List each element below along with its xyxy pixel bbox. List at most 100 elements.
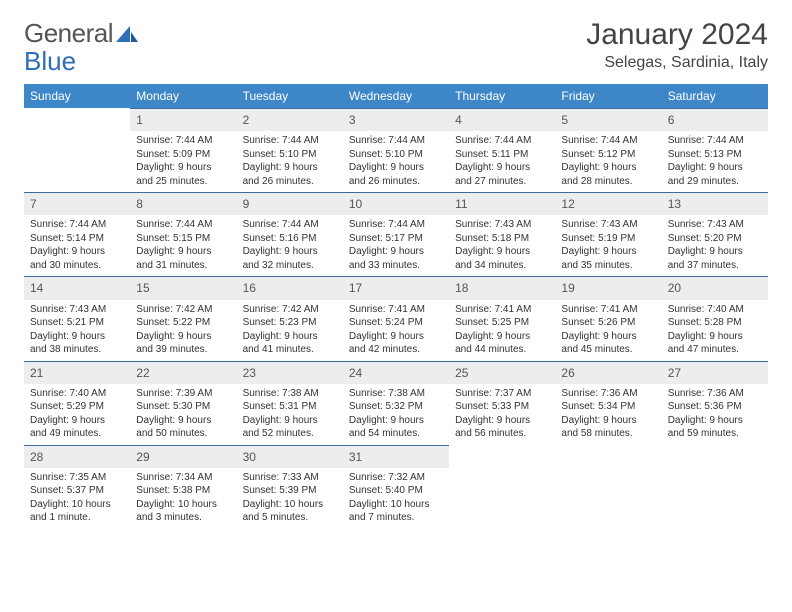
sunrise-text: Sunrise: 7:43 AM — [455, 218, 549, 232]
calendar-cell: 1Sunrise: 7:44 AMSunset: 5:09 PMDaylight… — [130, 108, 236, 192]
calendar-cell — [24, 108, 130, 192]
calendar-cell: 24Sunrise: 7:38 AMSunset: 5:32 PMDayligh… — [343, 361, 449, 445]
logo: General — [24, 18, 138, 49]
daylight-line1: Daylight: 9 hours — [455, 245, 549, 259]
sunrise-text: Sunrise: 7:44 AM — [349, 218, 443, 232]
day-body: Sunrise: 7:44 AMSunset: 5:16 PMDaylight:… — [237, 215, 343, 276]
calendar-cell: 22Sunrise: 7:39 AMSunset: 5:30 PMDayligh… — [130, 361, 236, 445]
day-body: Sunrise: 7:40 AMSunset: 5:28 PMDaylight:… — [662, 300, 768, 361]
calendar-cell: 5Sunrise: 7:44 AMSunset: 5:12 PMDaylight… — [555, 108, 661, 192]
sunset-text: Sunset: 5:09 PM — [136, 148, 230, 162]
day-number: 4 — [449, 108, 555, 131]
daylight-line2: and 44 minutes. — [455, 343, 549, 357]
daylight-line1: Daylight: 9 hours — [561, 414, 655, 428]
day-number: 25 — [449, 361, 555, 384]
sunset-text: Sunset: 5:21 PM — [30, 316, 124, 330]
daylight-line1: Daylight: 9 hours — [455, 161, 549, 175]
day-number: 2 — [237, 108, 343, 131]
calendar-week-row: 28Sunrise: 7:35 AMSunset: 5:37 PMDayligh… — [24, 445, 768, 529]
daylight-line2: and 58 minutes. — [561, 427, 655, 441]
daylight-line1: Daylight: 9 hours — [349, 161, 443, 175]
calendar-cell: 18Sunrise: 7:41 AMSunset: 5:25 PMDayligh… — [449, 276, 555, 360]
sunset-text: Sunset: 5:31 PM — [243, 400, 337, 414]
daylight-line1: Daylight: 9 hours — [243, 245, 337, 259]
day-body: Sunrise: 7:38 AMSunset: 5:31 PMDaylight:… — [237, 384, 343, 445]
daylight-line1: Daylight: 10 hours — [30, 498, 124, 512]
day-number: 1 — [130, 108, 236, 131]
sunrise-text: Sunrise: 7:42 AM — [136, 303, 230, 317]
calendar-cell: 30Sunrise: 7:33 AMSunset: 5:39 PMDayligh… — [237, 445, 343, 529]
sunrise-text: Sunrise: 7:44 AM — [455, 134, 549, 148]
day-number: 5 — [555, 108, 661, 131]
day-body: Sunrise: 7:33 AMSunset: 5:39 PMDaylight:… — [237, 468, 343, 529]
daylight-line1: Daylight: 10 hours — [136, 498, 230, 512]
daylight-line2: and 29 minutes. — [668, 175, 762, 189]
day-body: Sunrise: 7:42 AMSunset: 5:23 PMDaylight:… — [237, 300, 343, 361]
daylight-line2: and 30 minutes. — [30, 259, 124, 273]
day-number: 11 — [449, 192, 555, 215]
sunset-text: Sunset: 5:20 PM — [668, 232, 762, 246]
daylight-line2: and 56 minutes. — [455, 427, 549, 441]
calendar-cell: 25Sunrise: 7:37 AMSunset: 5:33 PMDayligh… — [449, 361, 555, 445]
daylight-line1: Daylight: 9 hours — [30, 414, 124, 428]
sunset-text: Sunset: 5:15 PM — [136, 232, 230, 246]
sunset-text: Sunset: 5:29 PM — [30, 400, 124, 414]
sunrise-text: Sunrise: 7:44 AM — [30, 218, 124, 232]
sunrise-text: Sunrise: 7:34 AM — [136, 471, 230, 485]
daylight-line1: Daylight: 9 hours — [561, 161, 655, 175]
sunset-text: Sunset: 5:17 PM — [349, 232, 443, 246]
sunrise-text: Sunrise: 7:37 AM — [455, 387, 549, 401]
calendar-cell: 28Sunrise: 7:35 AMSunset: 5:37 PMDayligh… — [24, 445, 130, 529]
daylight-line1: Daylight: 9 hours — [349, 245, 443, 259]
calendar-cell: 6Sunrise: 7:44 AMSunset: 5:13 PMDaylight… — [662, 108, 768, 192]
calendar-cell: 4Sunrise: 7:44 AMSunset: 5:11 PMDaylight… — [449, 108, 555, 192]
daylight-line2: and 28 minutes. — [561, 175, 655, 189]
day-body: Sunrise: 7:34 AMSunset: 5:38 PMDaylight:… — [130, 468, 236, 529]
day-body: Sunrise: 7:40 AMSunset: 5:29 PMDaylight:… — [24, 384, 130, 445]
sunrise-text: Sunrise: 7:44 AM — [136, 134, 230, 148]
sunrise-text: Sunrise: 7:33 AM — [243, 471, 337, 485]
sunset-text: Sunset: 5:23 PM — [243, 316, 337, 330]
daylight-line2: and 32 minutes. — [243, 259, 337, 273]
sunset-text: Sunset: 5:40 PM — [349, 484, 443, 498]
calendar-cell: 20Sunrise: 7:40 AMSunset: 5:28 PMDayligh… — [662, 276, 768, 360]
sunrise-text: Sunrise: 7:38 AM — [243, 387, 337, 401]
sunrise-text: Sunrise: 7:39 AM — [136, 387, 230, 401]
day-body: Sunrise: 7:44 AMSunset: 5:12 PMDaylight:… — [555, 131, 661, 192]
daylight-line2: and 59 minutes. — [668, 427, 762, 441]
day-number: 16 — [237, 276, 343, 299]
calendar-cell: 27Sunrise: 7:36 AMSunset: 5:36 PMDayligh… — [662, 361, 768, 445]
daylight-line2: and 1 minute. — [30, 511, 124, 525]
sunrise-text: Sunrise: 7:40 AM — [30, 387, 124, 401]
sunrise-text: Sunrise: 7:43 AM — [561, 218, 655, 232]
day-number: 28 — [24, 445, 130, 468]
daylight-line2: and 27 minutes. — [455, 175, 549, 189]
day-number: 9 — [237, 192, 343, 215]
daylight-line1: Daylight: 9 hours — [668, 330, 762, 344]
daylight-line1: Daylight: 9 hours — [136, 245, 230, 259]
day-body: Sunrise: 7:42 AMSunset: 5:22 PMDaylight:… — [130, 300, 236, 361]
day-body: Sunrise: 7:44 AMSunset: 5:11 PMDaylight:… — [449, 131, 555, 192]
sunrise-text: Sunrise: 7:44 AM — [243, 218, 337, 232]
daylight-line1: Daylight: 9 hours — [30, 330, 124, 344]
sunset-text: Sunset: 5:28 PM — [668, 316, 762, 330]
weekday-header: Monday — [130, 84, 236, 108]
sunrise-text: Sunrise: 7:40 AM — [668, 303, 762, 317]
sunset-text: Sunset: 5:26 PM — [561, 316, 655, 330]
sunset-text: Sunset: 5:34 PM — [561, 400, 655, 414]
daylight-line1: Daylight: 9 hours — [349, 414, 443, 428]
day-body: Sunrise: 7:41 AMSunset: 5:26 PMDaylight:… — [555, 300, 661, 361]
daylight-line2: and 5 minutes. — [243, 511, 337, 525]
day-number: 13 — [662, 192, 768, 215]
daylight-line2: and 39 minutes. — [136, 343, 230, 357]
day-body: Sunrise: 7:43 AMSunset: 5:21 PMDaylight:… — [24, 300, 130, 361]
calendar-cell — [555, 445, 661, 529]
sunset-text: Sunset: 5:30 PM — [136, 400, 230, 414]
daylight-line1: Daylight: 9 hours — [136, 414, 230, 428]
day-body: Sunrise: 7:38 AMSunset: 5:32 PMDaylight:… — [343, 384, 449, 445]
day-body: Sunrise: 7:44 AMSunset: 5:10 PMDaylight:… — [343, 131, 449, 192]
sunrise-text: Sunrise: 7:43 AM — [668, 218, 762, 232]
day-number: 24 — [343, 361, 449, 384]
day-body: Sunrise: 7:41 AMSunset: 5:24 PMDaylight:… — [343, 300, 449, 361]
day-number: 20 — [662, 276, 768, 299]
